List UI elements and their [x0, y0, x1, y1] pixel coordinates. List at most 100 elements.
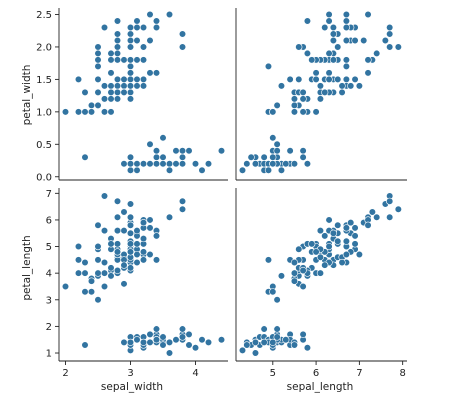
data-point [113, 36, 122, 45]
data-point [342, 56, 350, 64]
data-point [126, 75, 135, 83]
data-point [247, 153, 255, 161]
data-point [100, 258, 109, 267]
data-point [185, 341, 193, 349]
data-point [100, 282, 109, 291]
data-point [321, 232, 329, 240]
data-point [316, 226, 325, 235]
data-point [126, 240, 135, 248]
data-point [126, 95, 135, 103]
data-point [172, 147, 180, 155]
data-point [394, 43, 402, 51]
data-point [325, 216, 333, 224]
data-point [133, 250, 141, 259]
data-point [126, 248, 135, 256]
data-point [364, 221, 372, 229]
data-point [290, 277, 299, 285]
data-point [290, 95, 299, 103]
data-point [338, 82, 346, 90]
data-point [321, 23, 329, 32]
data-point [152, 23, 161, 32]
data-point [61, 108, 70, 116]
data-point [81, 153, 89, 161]
data-point [308, 240, 316, 248]
data-point [172, 160, 180, 168]
data-point [113, 248, 122, 256]
data-point [321, 261, 329, 269]
data-point [351, 75, 359, 83]
data-point [139, 43, 148, 51]
data-point [113, 56, 122, 64]
data-point [325, 49, 333, 58]
data-point [74, 108, 83, 116]
y-tick-label: 6 [46, 215, 52, 226]
data-point [178, 325, 187, 333]
data-point [198, 166, 206, 174]
data-point [264, 62, 273, 71]
data-point [185, 330, 193, 338]
data-point [204, 160, 213, 168]
data-point [146, 10, 154, 19]
y-tick-label: 7 [46, 189, 52, 200]
data-point [264, 166, 273, 174]
data-point [133, 23, 141, 32]
data-point [364, 10, 372, 19]
data-point [178, 160, 187, 168]
data-point [299, 330, 307, 338]
data-point [120, 208, 128, 216]
y-tick-label: 3 [46, 295, 52, 306]
data-point [260, 325, 268, 333]
y-tick-label: 5 [46, 242, 52, 253]
data-point [204, 338, 213, 346]
data-point [334, 75, 342, 83]
data-point [113, 17, 122, 25]
data-point [81, 258, 89, 267]
data-point [107, 272, 115, 280]
data-point [81, 88, 89, 96]
data-point [94, 101, 102, 109]
data-point [107, 95, 115, 103]
data-point [126, 36, 135, 45]
data-point [312, 108, 320, 116]
data-point [74, 242, 83, 251]
data-point [334, 221, 342, 229]
data-point [386, 197, 394, 205]
data-point [126, 200, 135, 208]
data-point [338, 88, 346, 96]
data-point [113, 88, 122, 96]
data-point [139, 56, 148, 64]
data-point [290, 269, 299, 277]
data-point [126, 338, 135, 346]
data-point [81, 108, 89, 116]
data-point [178, 147, 187, 155]
data-point [139, 256, 148, 264]
data-point [178, 197, 187, 205]
data-point [94, 269, 102, 277]
data-point [342, 237, 350, 245]
data-point [120, 88, 128, 96]
data-point [316, 269, 325, 277]
data-point [295, 43, 303, 51]
data-point [386, 213, 394, 221]
data-point [113, 213, 122, 221]
data-point [152, 160, 161, 168]
data-point [100, 226, 109, 235]
data-point [126, 166, 135, 174]
data-point [87, 277, 96, 285]
data-point [126, 23, 135, 32]
panel-sepal_width-vs-petal_width: 0.0 0.5 1.0 1.5 2.0 2.5 [36, 8, 228, 183]
data-point [178, 153, 187, 161]
data-point [360, 36, 368, 45]
data-point [146, 330, 154, 338]
data-point [334, 43, 342, 51]
data-point [273, 140, 281, 148]
data-point [113, 30, 122, 38]
data-point [368, 208, 376, 216]
data-point [217, 147, 226, 155]
data-point [87, 101, 96, 109]
data-point [113, 226, 122, 235]
data-point [159, 333, 167, 341]
data-point [342, 10, 350, 19]
data-point [238, 166, 247, 174]
data-point [321, 88, 329, 96]
